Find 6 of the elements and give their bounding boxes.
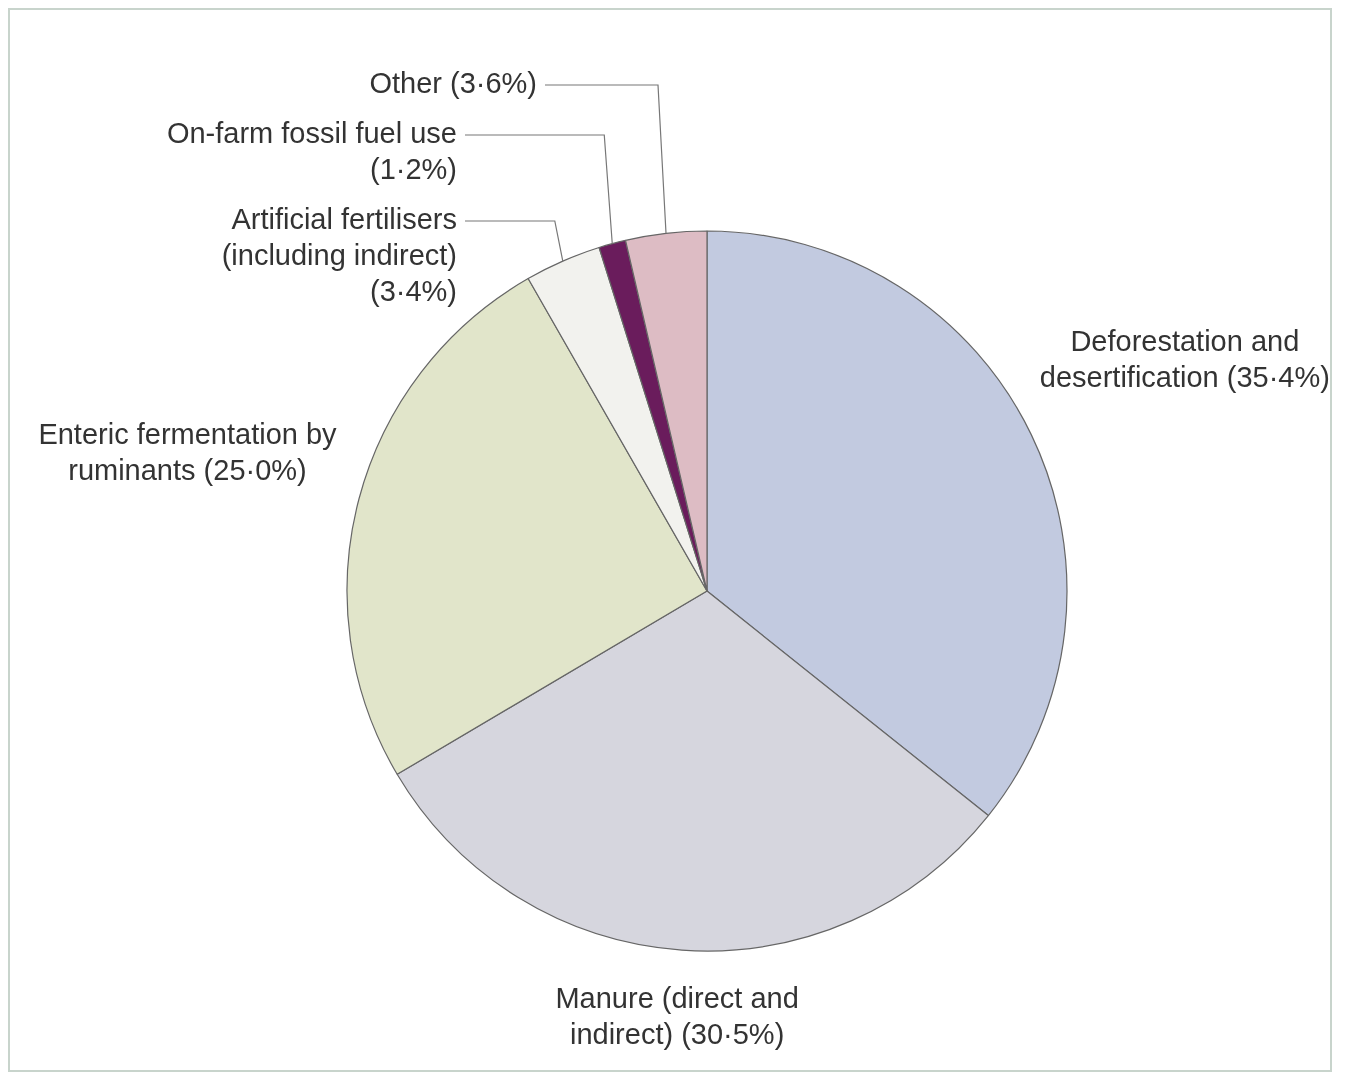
- slice-label: Other (3·6%): [369, 67, 537, 99]
- slice-label: Artificial fertilisers (including indirect) (3·4%): [221, 203, 457, 307]
- slice-label: Enteric fermentation by ruminants (25·0%): [38, 417, 338, 486]
- slice-label: On-farm fossil fuel use (1·2%): [166, 117, 457, 185]
- slice-label: Deforestation and desertification (35·4%): [1039, 325, 1330, 394]
- slice-label: Manure (direct and indirect) (30·5%): [555, 982, 799, 1051]
